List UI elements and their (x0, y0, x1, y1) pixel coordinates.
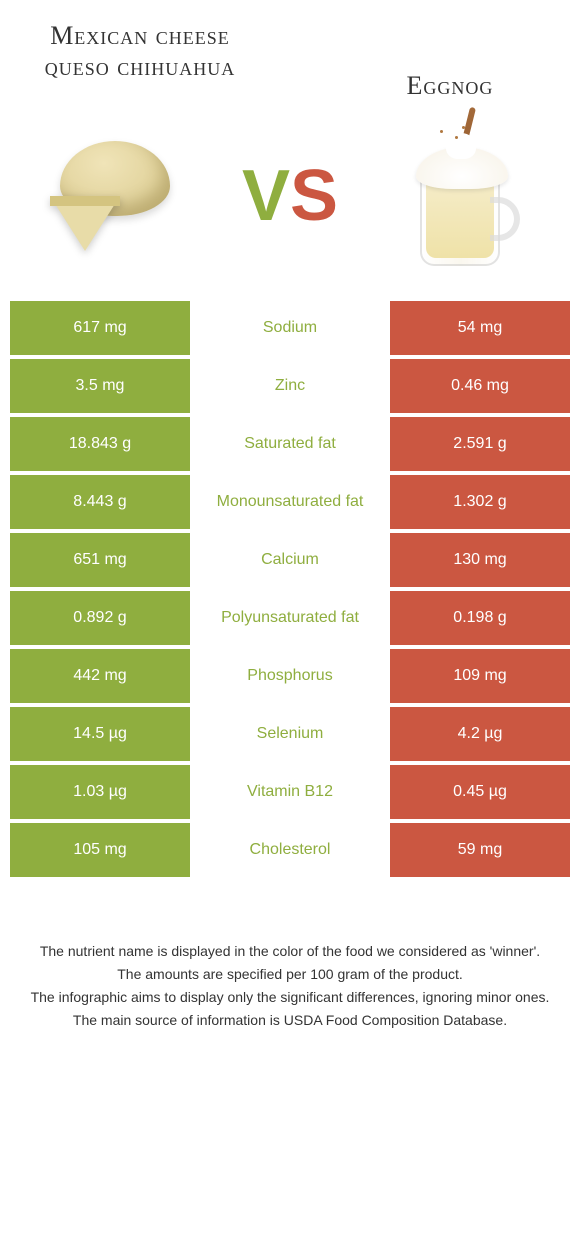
nutrient-row: 442 mgPhosphorus109 mg (10, 649, 570, 703)
nutrient-label: Polyunsaturated fat (190, 591, 390, 645)
left-value: 651 mg (10, 533, 190, 587)
right-value: 4.2 µg (390, 707, 570, 761)
left-value: 1.03 µg (10, 765, 190, 819)
nutrient-label: Calcium (190, 533, 390, 587)
nutrient-row: 14.5 µgSelenium4.2 µg (10, 707, 570, 761)
nutrient-row: 105 mgCholesterol59 mg (10, 823, 570, 877)
nutrient-table: 617 mgSodium54 mg3.5 mgZinc0.46 mg18.843… (10, 301, 570, 877)
left-value: 442 mg (10, 649, 190, 703)
right-food-image (390, 121, 540, 271)
footer-line-4: The main source of information is USDA F… (30, 1010, 550, 1031)
left-value: 0.892 g (10, 591, 190, 645)
nutrient-row: 1.03 µgVitamin B120.45 µg (10, 765, 570, 819)
nutrient-row: 8.443 gMonounsaturated fat1.302 g (10, 475, 570, 529)
right-value: 0.198 g (390, 591, 570, 645)
left-value: 617 mg (10, 301, 190, 355)
right-value: 54 mg (390, 301, 570, 355)
nutrient-row: 617 mgSodium54 mg (10, 301, 570, 355)
vs-v-letter: V (242, 156, 290, 236)
nutrient-label: Selenium (190, 707, 390, 761)
footer-line-3: The infographic aims to display only the… (30, 987, 550, 1008)
cheese-icon (45, 141, 185, 251)
vs-s-letter: S (290, 156, 338, 236)
footer-line-1: The nutrient name is displayed in the co… (30, 941, 550, 962)
nutrient-label: Vitamin B12 (190, 765, 390, 819)
nutrient-row: 3.5 mgZinc0.46 mg (10, 359, 570, 413)
images-row: VS (0, 111, 580, 301)
footer-line-2: The amounts are specified per 100 gram o… (30, 964, 550, 985)
right-food-title: Eggnog (350, 20, 550, 101)
left-value: 18.843 g (10, 417, 190, 471)
nutrient-row: 18.843 gSaturated fat2.591 g (10, 417, 570, 471)
left-value: 14.5 µg (10, 707, 190, 761)
nutrient-label: Cholesterol (190, 823, 390, 877)
right-value: 109 mg (390, 649, 570, 703)
nutrient-label: Zinc (190, 359, 390, 413)
left-food-title: Mexican cheese queso chihuahua (30, 20, 250, 82)
nutrient-label: Saturated fat (190, 417, 390, 471)
right-value: 0.45 µg (390, 765, 570, 819)
left-value: 3.5 mg (10, 359, 190, 413)
left-value: 8.443 g (10, 475, 190, 529)
right-value: 0.46 mg (390, 359, 570, 413)
right-value: 130 mg (390, 533, 570, 587)
right-value: 1.302 g (390, 475, 570, 529)
right-value: 59 mg (390, 823, 570, 877)
vs-label: VS (242, 155, 338, 237)
nutrient-row: 0.892 gPolyunsaturated fat0.198 g (10, 591, 570, 645)
nutrient-label: Sodium (190, 301, 390, 355)
nutrient-label: Phosphorus (190, 649, 390, 703)
eggnog-icon (400, 116, 530, 276)
nutrient-label: Monounsaturated fat (190, 475, 390, 529)
footer-notes: The nutrient name is displayed in the co… (0, 881, 580, 1053)
nutrient-row: 651 mgCalcium130 mg (10, 533, 570, 587)
left-food-image (40, 121, 190, 271)
right-value: 2.591 g (390, 417, 570, 471)
header: Mexican cheese queso chihuahua Eggnog (0, 0, 580, 111)
left-value: 105 mg (10, 823, 190, 877)
